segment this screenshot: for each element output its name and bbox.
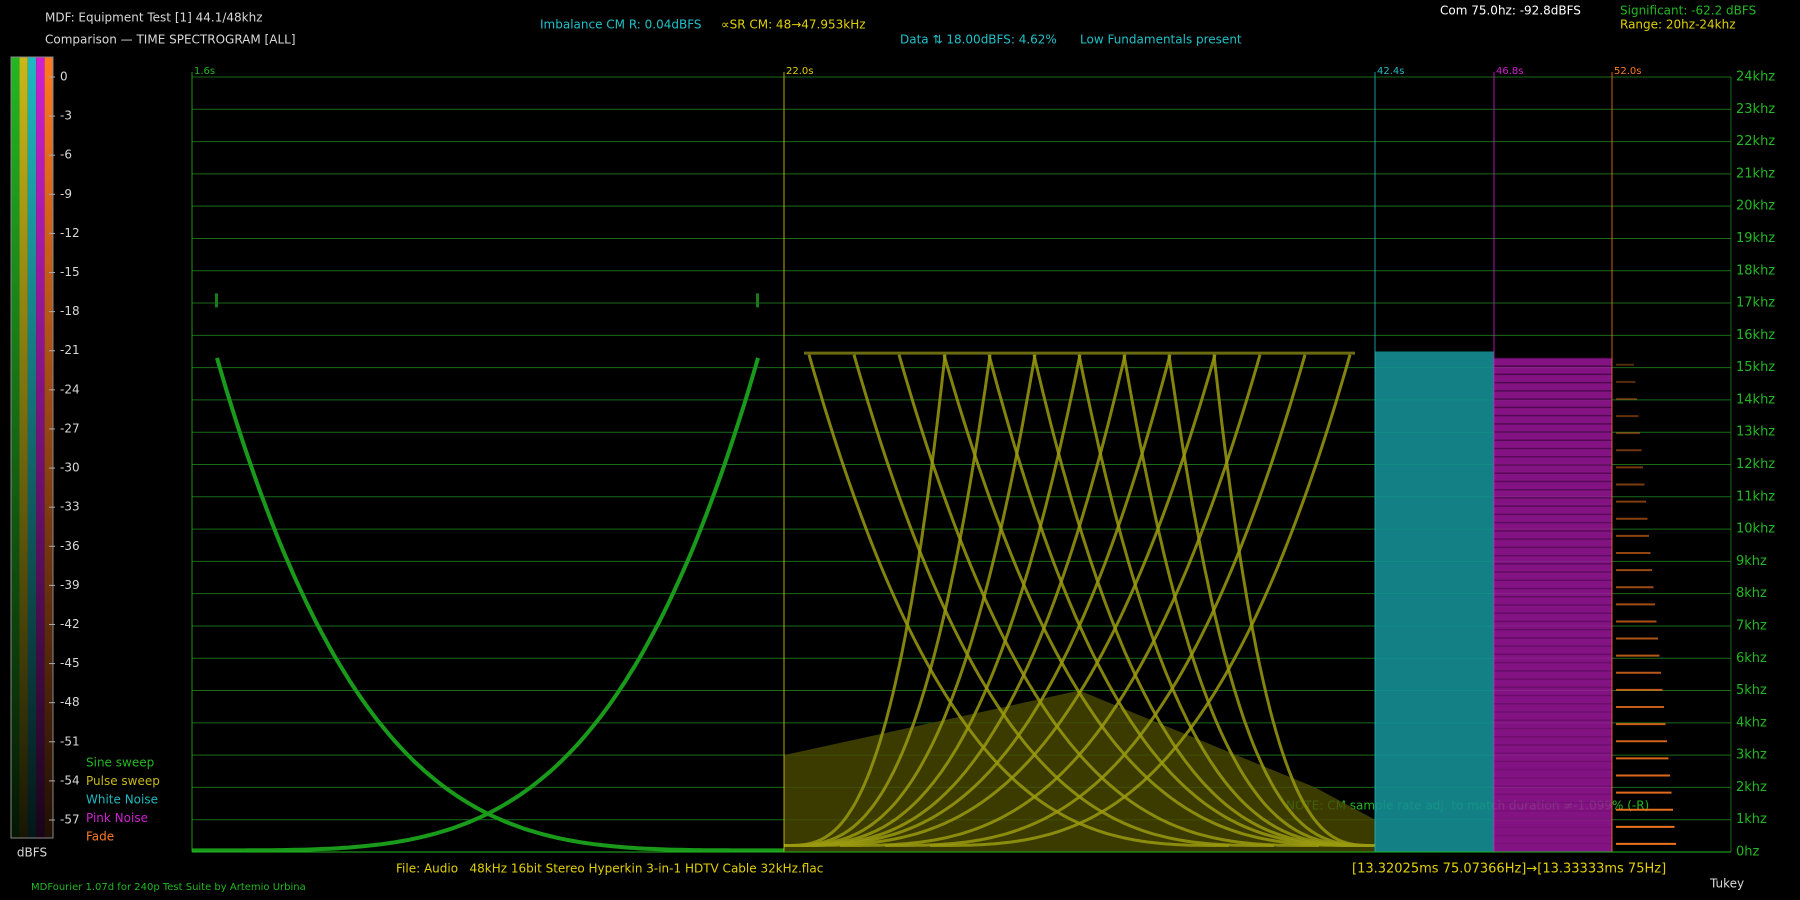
scale-tick-label: -45 xyxy=(60,656,80,670)
pulse-sweep-down xyxy=(942,354,1364,847)
legend-entry: Fade xyxy=(86,830,114,844)
pulse-sweep-up xyxy=(930,354,1352,847)
frequency-label: 5khz xyxy=(1736,683,1767,698)
pulse-floor xyxy=(784,690,1375,852)
pulse-sweep-down xyxy=(852,354,1274,847)
segment-label: 52.0s xyxy=(1614,66,1641,77)
sine-sweep-down xyxy=(215,357,784,853)
scale-tick-label: -48 xyxy=(60,695,80,709)
significant: Significant: -62.2 dBFS xyxy=(1620,4,1756,18)
sine-mark xyxy=(215,293,218,308)
scale-tick-label: -9 xyxy=(60,187,72,201)
pulse-sweep-up xyxy=(885,354,1307,847)
title: MDF: Equipment Test [1] 44.1/48khz xyxy=(45,11,263,25)
pulse-sweep-down xyxy=(807,354,1229,847)
com: Com 75.0hz: -92.8dBFS xyxy=(1440,4,1581,18)
scale-tick-label: -30 xyxy=(60,461,80,475)
frequency-label: 20khz xyxy=(1736,199,1775,214)
legend-entry: White Noise xyxy=(86,793,158,807)
scale-tick-label: -33 xyxy=(60,500,80,514)
frequency-label: 0hz xyxy=(1736,845,1760,860)
pulse-sweep-up xyxy=(784,354,947,847)
sine-sweep-up xyxy=(192,357,760,853)
subtitle: Comparison — TIME SPECTROGRAM [ALL] xyxy=(45,33,296,47)
range: Range: 20hz-24khz xyxy=(1620,18,1736,32)
frequency-label: 22khz xyxy=(1736,134,1775,149)
segment-label: 22.0s xyxy=(786,66,813,77)
scale-tick-label: -54 xyxy=(60,773,80,787)
scale-tick-label: -51 xyxy=(60,734,80,748)
scale-tick-label: -24 xyxy=(60,382,80,396)
scale-band xyxy=(36,57,45,838)
pulse-sweep-up xyxy=(840,354,1262,847)
legend-entry: Pulse sweep xyxy=(86,774,160,788)
scale-band xyxy=(19,57,28,838)
file-info: File: Audio 48kHz 16bit Stereo Hyperkin … xyxy=(396,862,823,876)
sr-cm: ∝SR CM: 48→47.953kHz xyxy=(721,18,866,32)
scale-tick-label: -18 xyxy=(60,304,80,318)
pulse-sweep-down xyxy=(1212,354,1375,847)
scale-tick-label: 0 xyxy=(60,70,68,84)
scale-tick-label: -36 xyxy=(60,539,80,553)
scale-tick-label: -21 xyxy=(60,343,80,357)
frequency-label: 24khz xyxy=(1736,70,1775,85)
scale-tick-label: -42 xyxy=(60,617,80,631)
fundamentals: Low Fundamentals present xyxy=(1080,33,1242,47)
frequency-label: 2khz xyxy=(1736,780,1767,795)
legend-entry: Pink Noise xyxy=(86,811,148,825)
scale-tick-label: -57 xyxy=(60,813,80,827)
frequency-label: 18khz xyxy=(1736,263,1775,278)
frequency-label: 9khz xyxy=(1736,554,1767,569)
frequency-label: 21khz xyxy=(1736,166,1775,181)
timing: [13.32025ms 75.07366Hz]→[13.33333ms 75Hz… xyxy=(1352,862,1666,877)
scale-tick-label: -12 xyxy=(60,226,80,240)
scale-band xyxy=(44,57,53,838)
frequency-label: 23khz xyxy=(1736,102,1775,117)
frequency-label: 3khz xyxy=(1736,748,1767,763)
scale-band xyxy=(11,57,20,838)
pulse-sweep-up xyxy=(795,354,1217,847)
frequency-label: 11khz xyxy=(1736,489,1775,504)
frequency-label: 10khz xyxy=(1736,522,1775,537)
credit: MDFourier 1.07d for 240p Test Suite by A… xyxy=(31,882,306,893)
frequency-label: 4khz xyxy=(1736,715,1767,730)
window-type: Tukey xyxy=(1709,877,1744,891)
data-info: Data ⇅ 18.00dBFS: 4.62% xyxy=(900,33,1057,47)
scale-tick-label: -15 xyxy=(60,265,80,279)
frequency-label: 14khz xyxy=(1736,392,1775,407)
scale-tick-label: -27 xyxy=(60,421,80,435)
legend-entry: Sine sweep xyxy=(86,756,154,770)
frequency-label: 17khz xyxy=(1736,296,1775,311)
frequency-label: 16khz xyxy=(1736,328,1775,343)
scale-frame xyxy=(10,56,54,839)
white-noise xyxy=(1375,351,1494,852)
scale-band xyxy=(27,57,37,838)
frequency-label: 19khz xyxy=(1736,231,1775,246)
segment-label: 46.8s xyxy=(1496,66,1523,77)
pulse-sweep-down xyxy=(1122,354,1375,847)
pulse-sweep-up xyxy=(784,354,1037,847)
scale-unit: dBFS xyxy=(17,846,47,860)
pulse-sweep-down xyxy=(1167,354,1375,847)
frequency-label: 13khz xyxy=(1736,425,1775,440)
frequency-label: 8khz xyxy=(1736,586,1767,601)
frequency-label: 12khz xyxy=(1736,457,1775,472)
scale-tick-label: -6 xyxy=(60,148,72,162)
spectrogram xyxy=(192,293,1676,853)
pulse-sweep-down xyxy=(897,354,1319,847)
scale-tick-label: -3 xyxy=(60,109,72,123)
frequency-label: 15khz xyxy=(1736,360,1775,375)
frequency-label: 1khz xyxy=(1736,812,1767,827)
segment-label: 1.6s xyxy=(194,66,215,77)
pulse-sweep-up xyxy=(784,354,992,847)
sine-mark xyxy=(756,293,759,308)
segment-label: 42.4s xyxy=(1377,66,1404,77)
frequency-label: 6khz xyxy=(1736,651,1767,666)
scale-tick-label: -39 xyxy=(60,578,80,592)
imbalance: Imbalance CM R: 0.04dBFS xyxy=(540,18,702,32)
frequency-label: 7khz xyxy=(1736,618,1767,633)
